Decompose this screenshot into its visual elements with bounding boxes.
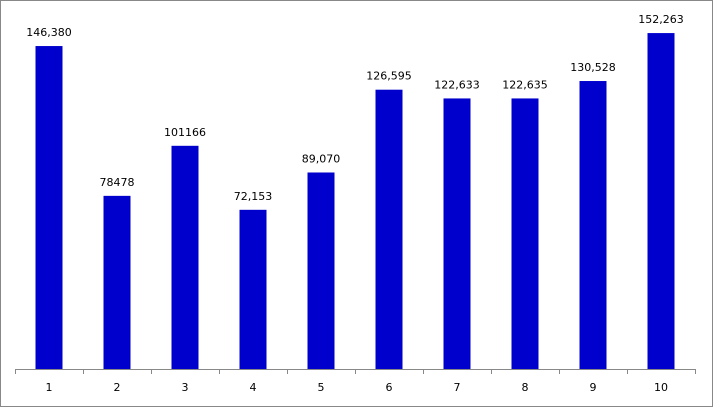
bar: [171, 145, 199, 369]
x-tick-label: 4: [250, 381, 257, 394]
bar: [103, 195, 131, 369]
value-label: 130,528: [570, 61, 616, 74]
value-label: 126,595: [366, 70, 412, 83]
value-label: 101166: [164, 126, 206, 139]
bar: [35, 46, 63, 369]
x-tick-label: 8: [522, 381, 529, 394]
bar: [307, 172, 335, 369]
bar: [579, 81, 607, 370]
x-tick-label: 9: [590, 381, 597, 394]
x-tick-label: 3: [182, 381, 189, 394]
x-tick-label: 6: [386, 381, 393, 394]
x-tick-label: 2: [114, 381, 121, 394]
value-label: 122,635: [502, 78, 548, 91]
value-label: 72,153: [234, 190, 273, 203]
bar: [511, 98, 539, 370]
value-label: 152,263: [638, 13, 684, 26]
x-tick-label: 5: [318, 381, 325, 394]
value-label: 122,633: [434, 78, 480, 91]
value-label: 146,380: [26, 26, 72, 39]
bar: [375, 89, 403, 370]
bar: [443, 98, 471, 369]
bar: [239, 209, 267, 369]
value-label: 89,070: [302, 152, 341, 165]
value-label: 78478: [100, 176, 135, 189]
x-tick-label: 1: [46, 381, 53, 394]
bar: [647, 33, 675, 369]
x-tick-label: 10: [654, 381, 668, 394]
x-tick-label: 7: [454, 381, 461, 394]
